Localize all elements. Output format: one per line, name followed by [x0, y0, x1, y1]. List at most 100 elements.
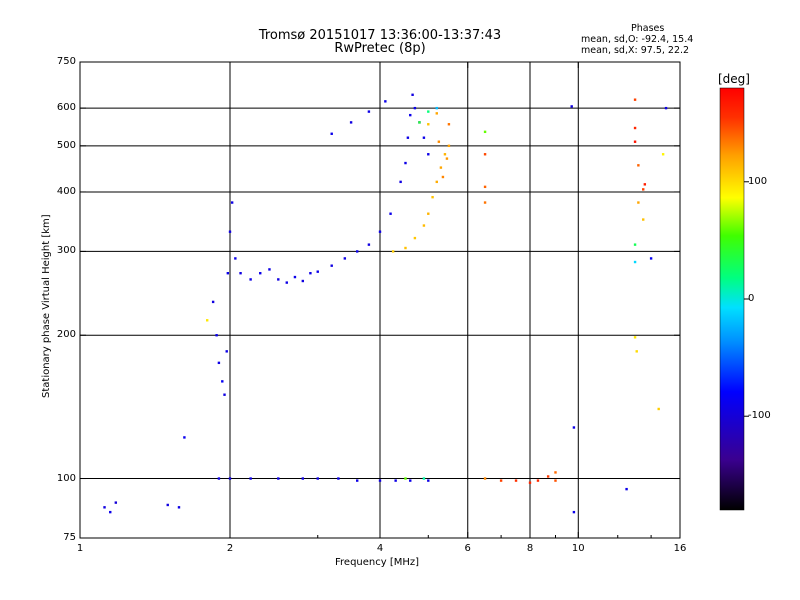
data-point [572, 510, 576, 514]
data-point [349, 121, 353, 124]
data-point [215, 334, 218, 337]
data-point [642, 218, 645, 221]
data-point [239, 272, 242, 275]
x-tick-label: 1 [76, 543, 84, 554]
data-point [642, 188, 645, 191]
chart-subtitle: RwPretec (8p) [334, 41, 426, 56]
data-point [441, 175, 445, 179]
data-point [570, 105, 573, 108]
data-point [633, 140, 637, 143]
data-point [109, 510, 112, 514]
data-point [166, 503, 169, 507]
data-point [499, 479, 503, 482]
data-point [447, 123, 451, 126]
data-point [217, 361, 221, 365]
data-point [435, 180, 438, 184]
data-point [378, 479, 382, 482]
data-point [422, 224, 426, 227]
data-points [103, 93, 668, 514]
data-point [249, 278, 252, 281]
data-point [384, 100, 387, 103]
data-point [437, 140, 441, 143]
colorbar-ticks [744, 181, 749, 417]
y-tick-label: 400 [56, 185, 76, 197]
data-point [309, 272, 312, 275]
data-point [427, 212, 430, 215]
data-point [103, 506, 106, 509]
data-point [343, 257, 347, 260]
chart-title: Tromsø 20151017 13:36:00-13:37:43 [258, 28, 502, 43]
data-point [445, 157, 449, 160]
data-point [409, 479, 412, 482]
data-point [528, 481, 532, 484]
data-point [228, 230, 232, 233]
data-point [483, 130, 487, 134]
colorbar-tick-label: 100 [748, 175, 768, 187]
data-point [330, 132, 333, 135]
data-point [572, 426, 576, 429]
x-axis-ticks [79, 62, 681, 538]
grid-lines [80, 62, 680, 538]
data-point [177, 506, 181, 509]
data-point [293, 275, 297, 279]
data-point [330, 264, 333, 267]
stats-line-x: mean, sd,X: 97.5, 22.2 [581, 45, 690, 56]
data-point [259, 272, 262, 275]
data-point [114, 501, 118, 504]
data-point [435, 112, 438, 115]
data-point [635, 350, 638, 353]
data-point [183, 436, 186, 439]
data-point [443, 153, 447, 156]
y-tick-label: 600 [56, 102, 76, 114]
data-point [301, 477, 305, 480]
data-point [411, 93, 414, 96]
x-axis-label: Frequency [MHz] [335, 557, 420, 568]
data-point [413, 106, 417, 110]
data-point [633, 243, 637, 246]
data-point [422, 477, 426, 480]
data-point [664, 106, 668, 110]
y-tick-label: 500 [56, 139, 76, 151]
x-tick-label: 2 [226, 543, 234, 554]
data-point [316, 477, 319, 480]
data-point [427, 110, 430, 113]
y-axis-ticks [80, 61, 680, 539]
colorbar-tick-label: -100 [748, 410, 771, 422]
data-point [439, 166, 443, 169]
data-point [285, 281, 288, 284]
data-point [483, 185, 487, 189]
data-point [427, 153, 430, 156]
data-point [228, 477, 232, 480]
data-point [406, 136, 410, 139]
data-point [546, 475, 550, 478]
data-point [554, 471, 557, 474]
data-point [367, 243, 371, 246]
data-point [418, 121, 421, 124]
data-point [483, 201, 487, 204]
data-point [633, 98, 637, 101]
x-tick-label: 16 [673, 543, 687, 554]
x-tick-label: 4 [376, 543, 384, 554]
data-point [483, 153, 487, 156]
data-point [378, 230, 382, 233]
data-point [404, 246, 407, 250]
data-point [205, 319, 209, 322]
y-tick-label: 300 [56, 245, 76, 257]
colorbar-tick-label: 0 [748, 293, 755, 304]
data-point [337, 477, 340, 480]
data-point [413, 236, 417, 240]
data-point [427, 479, 430, 482]
data-point [394, 479, 397, 482]
data-point [277, 278, 280, 281]
data-point [657, 407, 660, 411]
stats-line-o: mean, sd,O: -92.4, 15.4 [581, 34, 694, 45]
y-tick-label: 750 [56, 56, 76, 67]
data-point [637, 164, 640, 167]
data-point [211, 300, 215, 304]
data-point [225, 350, 228, 353]
x-tick-label: 10 [571, 543, 585, 554]
data-point [409, 113, 412, 117]
data-point [367, 110, 371, 113]
data-point [249, 477, 252, 480]
